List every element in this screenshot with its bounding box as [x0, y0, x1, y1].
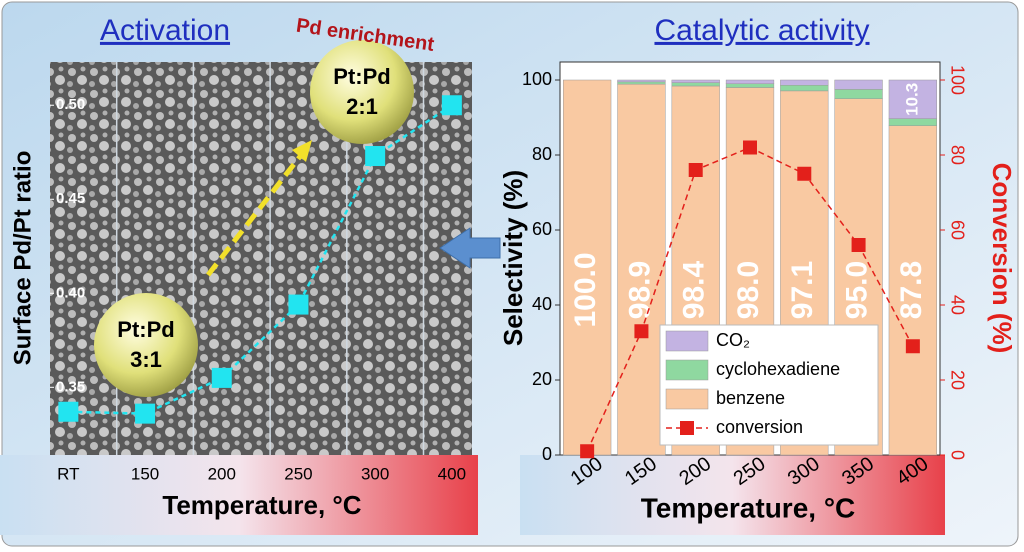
y-tick-label: 0 — [542, 444, 552, 464]
enrichment-arrow — [206, 148, 307, 277]
legend-marker — [680, 421, 694, 435]
y2-axis-title: Conversion (%) — [987, 163, 1017, 354]
value-label: 87.8 — [895, 261, 928, 319]
chart-title: Catalytic activity — [654, 14, 869, 47]
left-strip — [0, 455, 478, 535]
bar-segment — [563, 79, 612, 456]
y-tick-label: 20 — [532, 369, 552, 389]
bar-segment — [888, 79, 937, 119]
bar-segment — [780, 85, 829, 92]
composition-ball — [310, 40, 414, 144]
legend-label: cyclohexadiene — [716, 359, 840, 379]
legend-swatch — [665, 388, 709, 410]
bar-segment — [617, 79, 666, 83]
bar-segment — [725, 83, 775, 88]
y-tick-label: 100 — [522, 69, 552, 89]
y2-tick-label: 20 — [947, 370, 967, 390]
x-tick-label: 250 — [284, 464, 312, 483]
x-tick-label: 150 — [131, 464, 159, 483]
composition-label: 2:1 — [346, 94, 378, 119]
marker — [211, 367, 232, 388]
bar-segment — [780, 79, 829, 86]
value-label: 98.0 — [732, 261, 765, 319]
bar-segment — [888, 118, 937, 126]
y-tick-label: 0.40 — [56, 284, 85, 301]
y-tick-label: 40 — [532, 294, 552, 314]
x-axis-title: Temperature, °C — [641, 492, 856, 523]
legend-swatch — [665, 359, 709, 381]
x-tick-label: 200 — [208, 464, 236, 483]
chart-title: Activation — [100, 14, 230, 47]
y2-tick-label: 60 — [947, 220, 967, 240]
y2-tick-label: 80 — [947, 145, 967, 165]
value-label: 10.3 — [902, 83, 921, 116]
value-label: 97.1 — [786, 261, 819, 319]
marker — [797, 166, 812, 181]
bar-segment — [834, 79, 883, 90]
composition-label: 3:1 — [130, 347, 162, 372]
marker — [58, 401, 79, 422]
legend-label: benzene — [716, 388, 785, 408]
bar-segment — [834, 89, 883, 99]
bar-segment — [725, 79, 775, 84]
bar-segment — [671, 79, 720, 83]
marker — [135, 403, 156, 424]
trend-line — [68, 104, 453, 415]
y2-tick-label: 0 — [947, 450, 967, 460]
legend-label: conversion — [716, 417, 803, 437]
composition-label: Pt:Pd — [333, 64, 390, 89]
y-axis-title: Selectivity (%) — [498, 170, 528, 346]
value-label: 98.9 — [623, 261, 656, 319]
marker — [365, 146, 386, 167]
legend-swatch — [665, 330, 709, 352]
bar-segment — [671, 82, 720, 87]
right-chart: Catalytic activity Selectivity (%) Convers… — [498, 14, 1017, 523]
bar-segment — [617, 81, 666, 85]
value-label: 95.0 — [840, 261, 873, 319]
y-tick-label: 0.35 — [56, 378, 85, 395]
marker — [851, 238, 866, 252]
x-tick-label: RT — [57, 464, 79, 483]
marker — [441, 95, 462, 116]
sem-image — [50, 62, 472, 455]
y-axis-title: Surface Pd/Pt ratio — [9, 151, 36, 366]
composition-label: Pt:Pd — [117, 317, 174, 342]
composition-ball — [94, 293, 198, 397]
bar-segment — [617, 83, 666, 456]
marker — [288, 294, 309, 315]
value-label: 98.4 — [678, 260, 711, 319]
enrichment-arrow-head — [292, 140, 312, 162]
right-strip — [520, 455, 945, 535]
marker — [580, 444, 595, 459]
x-axis-title: Temperature, °C — [162, 490, 361, 520]
y-tick-label: 0.50 — [56, 96, 85, 113]
marker — [905, 339, 920, 354]
legend-label: CO₂ — [716, 330, 750, 350]
y2-tick-label: 40 — [947, 295, 967, 315]
arrow — [439, 227, 501, 269]
y-tick-label: 0.45 — [56, 190, 85, 207]
y-tick-label: 60 — [532, 219, 552, 239]
marker — [688, 163, 703, 177]
y-tick-label: 80 — [532, 144, 552, 164]
bar-segment — [888, 125, 937, 456]
y2-tick-label: 100 — [947, 65, 967, 95]
marker — [743, 140, 757, 155]
value-label: 100.0 — [569, 252, 602, 327]
x-tick-label: 400 — [438, 464, 466, 483]
marker — [634, 324, 649, 339]
x-tick-label: 300 — [361, 464, 389, 483]
